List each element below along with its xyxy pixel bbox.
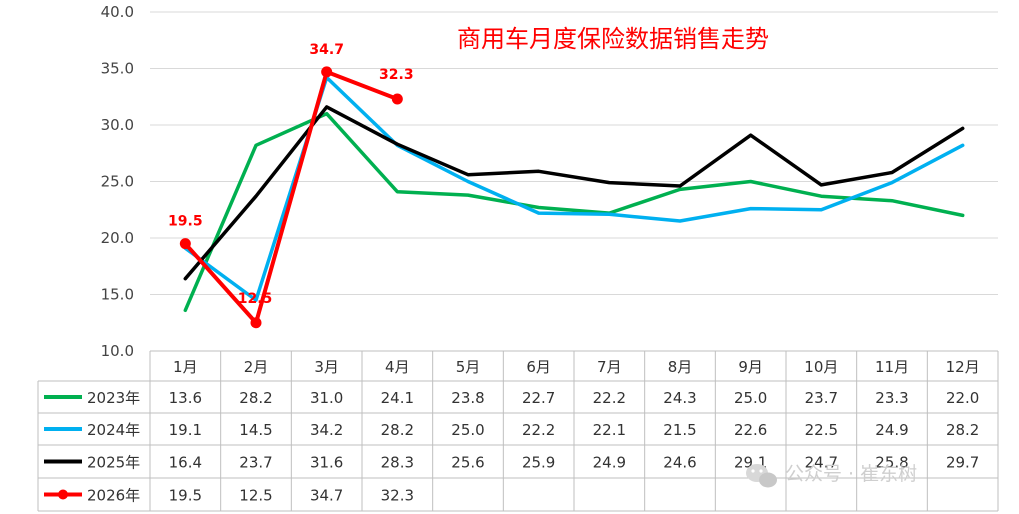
y-tick-label: 40.0 [101,3,134,21]
table-cell: 22.7 [522,389,555,407]
data-table: 1月 2月 3月 4月 5月 6月 7月 8月 9月 10月 11月 12月 2023年 13.6 28.2… [37,350,999,512]
table-cell: 19.5 [169,487,202,505]
table-cell: 19.1 [169,421,202,439]
data-point [250,317,262,329]
y-tick-label: 35.0 [101,60,134,78]
table-cell: 13.6 [169,389,202,407]
table-cell: 24.6 [663,454,696,472]
series-line [183,69,400,325]
table-cell: 28.2 [946,421,979,439]
x-category-label: 3月 [314,358,339,376]
watermark-text: 公众号 · 崔东树 [785,463,917,485]
x-category-label: 6月 [526,358,551,376]
table-cell: 34.7 [310,487,343,505]
table-cell: 12.5 [239,487,272,505]
table-cell: 25.6 [451,454,484,472]
legend-label: 2026年 [87,487,140,505]
y-tick-label: 10.0 [101,342,134,360]
data-label: 34.7 [309,42,344,58]
x-category-label: 5月 [456,358,481,376]
table-cell: 22.2 [522,421,555,439]
x-category-label: 1月 [173,358,198,376]
legend-marker [58,489,68,500]
x-category-label: 12月 [946,358,980,376]
x-category-label: 7月 [597,358,622,376]
table-cell: 24.3 [663,389,696,407]
data-label: 19.5 [168,214,203,230]
y-tick-label: 30.0 [101,116,134,134]
table-cell: 25.0 [451,421,484,439]
y-tick-label: 25.0 [101,173,134,191]
legend-label: 2025年 [87,454,140,472]
table-cell: 28.3 [381,454,414,472]
table-cell: 22.5 [805,421,838,439]
legend-label: 2024年 [87,421,140,439]
table-cell: 34.2 [310,421,343,439]
y-tick-label: 20.0 [101,229,134,247]
table-cell: 22.0 [946,389,979,407]
table-cell: 28.2 [381,421,414,439]
data-label: 32.3 [379,67,414,83]
data-point [391,93,403,105]
table-cell: 22.6 [734,421,767,439]
table-cell: 32.3 [381,487,414,505]
table-cell: 14.5 [239,421,272,439]
table-cell: 16.4 [169,454,202,472]
data-point [321,66,333,78]
wechat-icon [746,464,777,488]
chart-series: 19.5 12.5 34.7 32.3 [168,42,965,329]
x-category-label: 2月 [244,358,269,376]
table-cell: 24.1 [381,389,414,407]
x-category-label: 9月 [738,358,763,376]
table-cell: 21.5 [663,421,696,439]
series-line [183,75,965,302]
table-cell: 23.8 [451,389,484,407]
table-cell: 24.9 [875,421,908,439]
table-cell: 22.2 [593,389,626,407]
table-cell: 25.0 [734,389,767,407]
table-cell: 23.7 [239,454,272,472]
table-cell: 25.9 [522,454,555,472]
table-cell: 28.2 [239,389,272,407]
table-cell: 25.8 [875,454,908,472]
table-cell: 29.7 [946,454,979,472]
legend-label: 2023年 [87,389,140,407]
table-cell: 23.7 [805,389,838,407]
series-line [183,105,965,281]
table-cell: 24.7 [805,454,838,472]
table-cell: 31.0 [310,389,343,407]
chart-grid [150,11,998,295]
table-cell: 31.6 [310,454,343,472]
x-category-label: 4月 [385,358,410,376]
watermark: 公众号 · 崔东树 [746,463,917,488]
y-axis: 10.0 15.0 20.0 25.0 30.0 35.0 40.0 [101,3,134,360]
chart-title: 商用车月度保险数据销售走势 [457,25,769,53]
data-label: 12.5 [238,291,273,307]
data-point [179,238,191,250]
table-cell: 23.3 [875,389,908,407]
x-category-label: 10月 [804,358,838,376]
x-category-label: 8月 [668,358,693,376]
table-cell: 22.1 [593,421,626,439]
table-cell: 24.9 [593,454,626,472]
x-category-label: 11月 [875,358,909,376]
y-tick-label: 15.0 [101,286,134,304]
